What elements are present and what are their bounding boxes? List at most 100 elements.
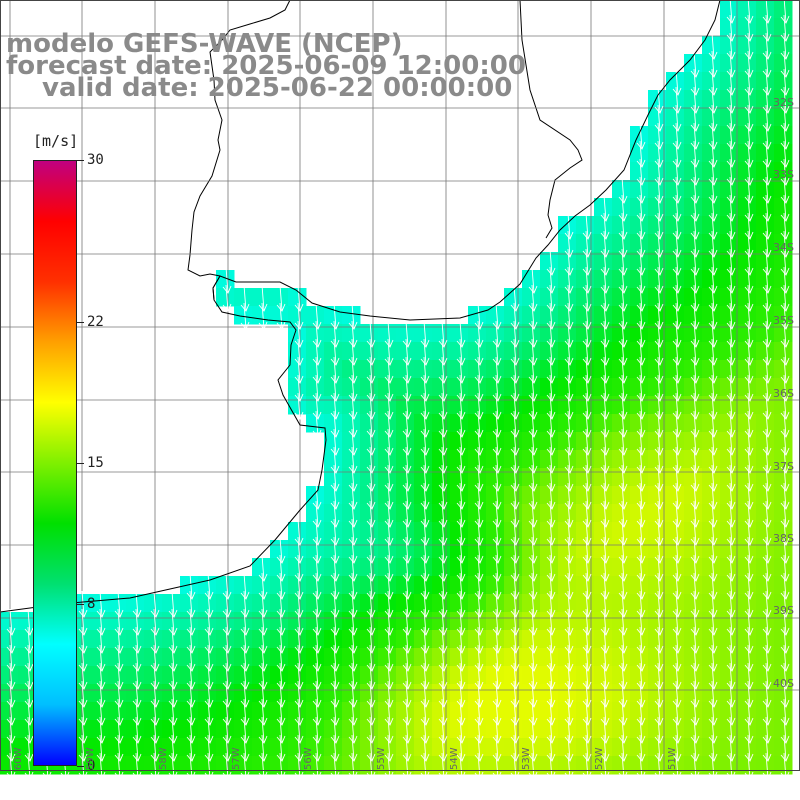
wind-arrow — [636, 230, 646, 258]
wind-arrow — [672, 248, 682, 276]
wind-speed-cell — [342, 630, 361, 649]
wind-arrow — [744, 662, 754, 690]
wind-speed-cell — [378, 612, 397, 631]
wind-arrow — [582, 356, 592, 384]
wind-arrow — [276, 752, 286, 780]
wind-speed-cell — [522, 756, 541, 775]
wind-speed-cell — [90, 720, 109, 739]
wind-arrow — [204, 572, 214, 600]
wind-speed-cell — [396, 558, 415, 577]
wind-speed-cell — [198, 666, 217, 685]
wind-arrow — [528, 752, 538, 780]
wind-arrow — [762, 644, 772, 672]
wind-arrow — [762, 266, 772, 294]
wind-speed-cell — [342, 522, 361, 541]
wind-speed-cell — [0, 648, 19, 667]
wind-arrow — [348, 482, 358, 510]
wind-speed-cell — [90, 756, 109, 775]
wind-arrow — [492, 644, 502, 672]
wind-arrow — [420, 554, 430, 582]
wind-arrow — [492, 734, 502, 762]
wind-speed-cell — [306, 324, 325, 343]
wind-arrow — [222, 266, 232, 294]
wind-speed-cell — [648, 288, 667, 307]
wind-speed-cell — [486, 414, 505, 433]
wind-speed-cell — [360, 540, 379, 559]
wind-arrow — [474, 500, 484, 528]
wind-arrow — [672, 734, 682, 762]
wind-speed-cell — [288, 288, 307, 307]
wind-speed-cell — [558, 216, 577, 235]
wind-arrow — [780, 32, 790, 60]
wind-speed-cell — [486, 450, 505, 469]
wind-speed-cell — [594, 558, 613, 577]
wind-arrow — [348, 590, 358, 618]
wind-arrow — [618, 320, 628, 348]
wind-arrow — [438, 428, 448, 456]
wind-arrow — [780, 644, 790, 672]
wind-arrow — [474, 554, 484, 582]
wind-arrow — [546, 428, 556, 456]
wind-speed-cell — [666, 252, 685, 271]
wind-arrow — [474, 464, 484, 492]
wind-speed-cell — [234, 720, 253, 739]
wind-speed-cell — [324, 504, 343, 523]
wind-speed-cell — [126, 648, 145, 667]
wind-arrow — [600, 572, 610, 600]
wind-speed-cell — [576, 324, 595, 343]
wind-arrow — [600, 752, 610, 780]
wind-speed-cell — [666, 324, 685, 343]
wind-speed-cell — [540, 360, 559, 379]
wind-speed-cell — [756, 288, 775, 307]
wind-arrow — [744, 302, 754, 330]
wind-speed-cell — [594, 414, 613, 433]
wind-arrow — [762, 338, 772, 366]
wind-arrow — [600, 500, 610, 528]
wind-arrow — [762, 194, 772, 222]
wind-speed-cell — [162, 756, 181, 775]
wind-arrow — [150, 608, 160, 636]
wind-arrow — [492, 464, 502, 492]
wind-speed-cell — [216, 288, 235, 307]
wind-speed-cell — [522, 450, 541, 469]
wind-arrow — [744, 86, 754, 114]
wind-speed-cell — [558, 522, 577, 541]
wind-speed-cell — [738, 234, 757, 253]
wind-arrow — [780, 14, 790, 42]
wind-speed-cell — [666, 342, 685, 361]
wind-speed-cell — [432, 702, 451, 721]
wind-arrow — [744, 338, 754, 366]
wind-speed-cell — [612, 558, 631, 577]
wind-speed-cell — [648, 594, 667, 613]
wind-speed-cell — [774, 504, 793, 523]
wind-arrow — [690, 752, 700, 780]
wind-arrow — [384, 752, 394, 780]
wind-arrow — [564, 752, 574, 780]
wind-speed-cell — [486, 702, 505, 721]
wind-speed-cell — [720, 594, 739, 613]
wind-arrow — [780, 698, 790, 726]
wind-speed-cell — [594, 288, 613, 307]
wind-arrow — [438, 626, 448, 654]
wind-arrow — [528, 392, 538, 420]
wind-arrow — [438, 644, 448, 672]
wind-arrow — [672, 482, 682, 510]
wind-speed-cell — [720, 378, 739, 397]
wind-speed-cell — [702, 180, 721, 199]
wind-arrow — [564, 680, 574, 708]
wind-speed-cell — [396, 648, 415, 667]
wind-speed-cell — [0, 720, 19, 739]
wind-speed-cell — [252, 684, 271, 703]
wind-speed-cell — [720, 180, 739, 199]
wind-arrow — [654, 482, 664, 510]
wind-arrow — [708, 158, 718, 186]
wind-arrow — [384, 464, 394, 492]
wind-arrow — [708, 428, 718, 456]
wind-speed-cell — [522, 594, 541, 613]
wind-speed-cell — [252, 288, 271, 307]
wind-arrow — [168, 716, 178, 744]
wind-speed-cell — [378, 396, 397, 415]
wind-speed-cell — [324, 432, 343, 451]
wind-speed-cell — [432, 720, 451, 739]
wind-speed-cell — [594, 666, 613, 685]
